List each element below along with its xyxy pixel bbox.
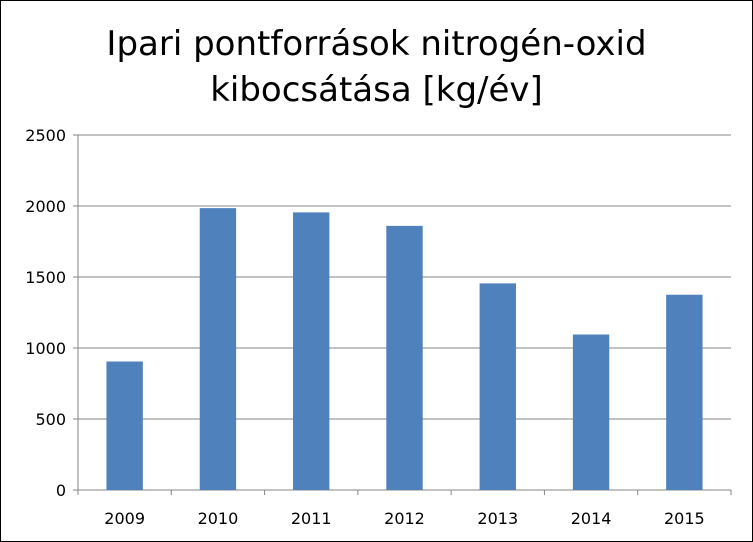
bar-2013: [479, 283, 516, 490]
x-tick-label-2014: 2014: [571, 509, 612, 528]
x-tick-label-2012: 2012: [384, 509, 425, 528]
y-tick-label-2000: 2000: [25, 197, 66, 216]
chart-title-line-1: Ipari pontforrások nitrogén-oxid: [106, 24, 647, 64]
chart-title-line-2: kibocsátása [kg/év]: [210, 70, 543, 110]
y-tick-label-2500: 2500: [25, 126, 66, 145]
bar-2009: [106, 361, 143, 490]
y-tick-label-500: 500: [35, 410, 66, 429]
y-tick-label-0: 0: [56, 481, 66, 500]
bar-2014: [572, 334, 610, 490]
chart-title: Ipari pontforrások nitrogén-oxid kibocsá…: [1, 21, 752, 113]
y-tick-label-1500: 1500: [25, 268, 66, 287]
bar-2015: [666, 294, 703, 490]
x-tick-label-2011: 2011: [291, 509, 332, 528]
bar-2010: [199, 208, 237, 490]
x-tick-label-2013: 2013: [477, 509, 518, 528]
y-tick-label-1000: 1000: [25, 339, 66, 358]
x-tick-label-2009: 2009: [104, 509, 145, 528]
bar-2012: [386, 225, 423, 490]
x-tick-label-2015: 2015: [664, 509, 705, 528]
x-tick-label-2010: 2010: [198, 509, 239, 528]
bar-2011: [293, 212, 330, 490]
